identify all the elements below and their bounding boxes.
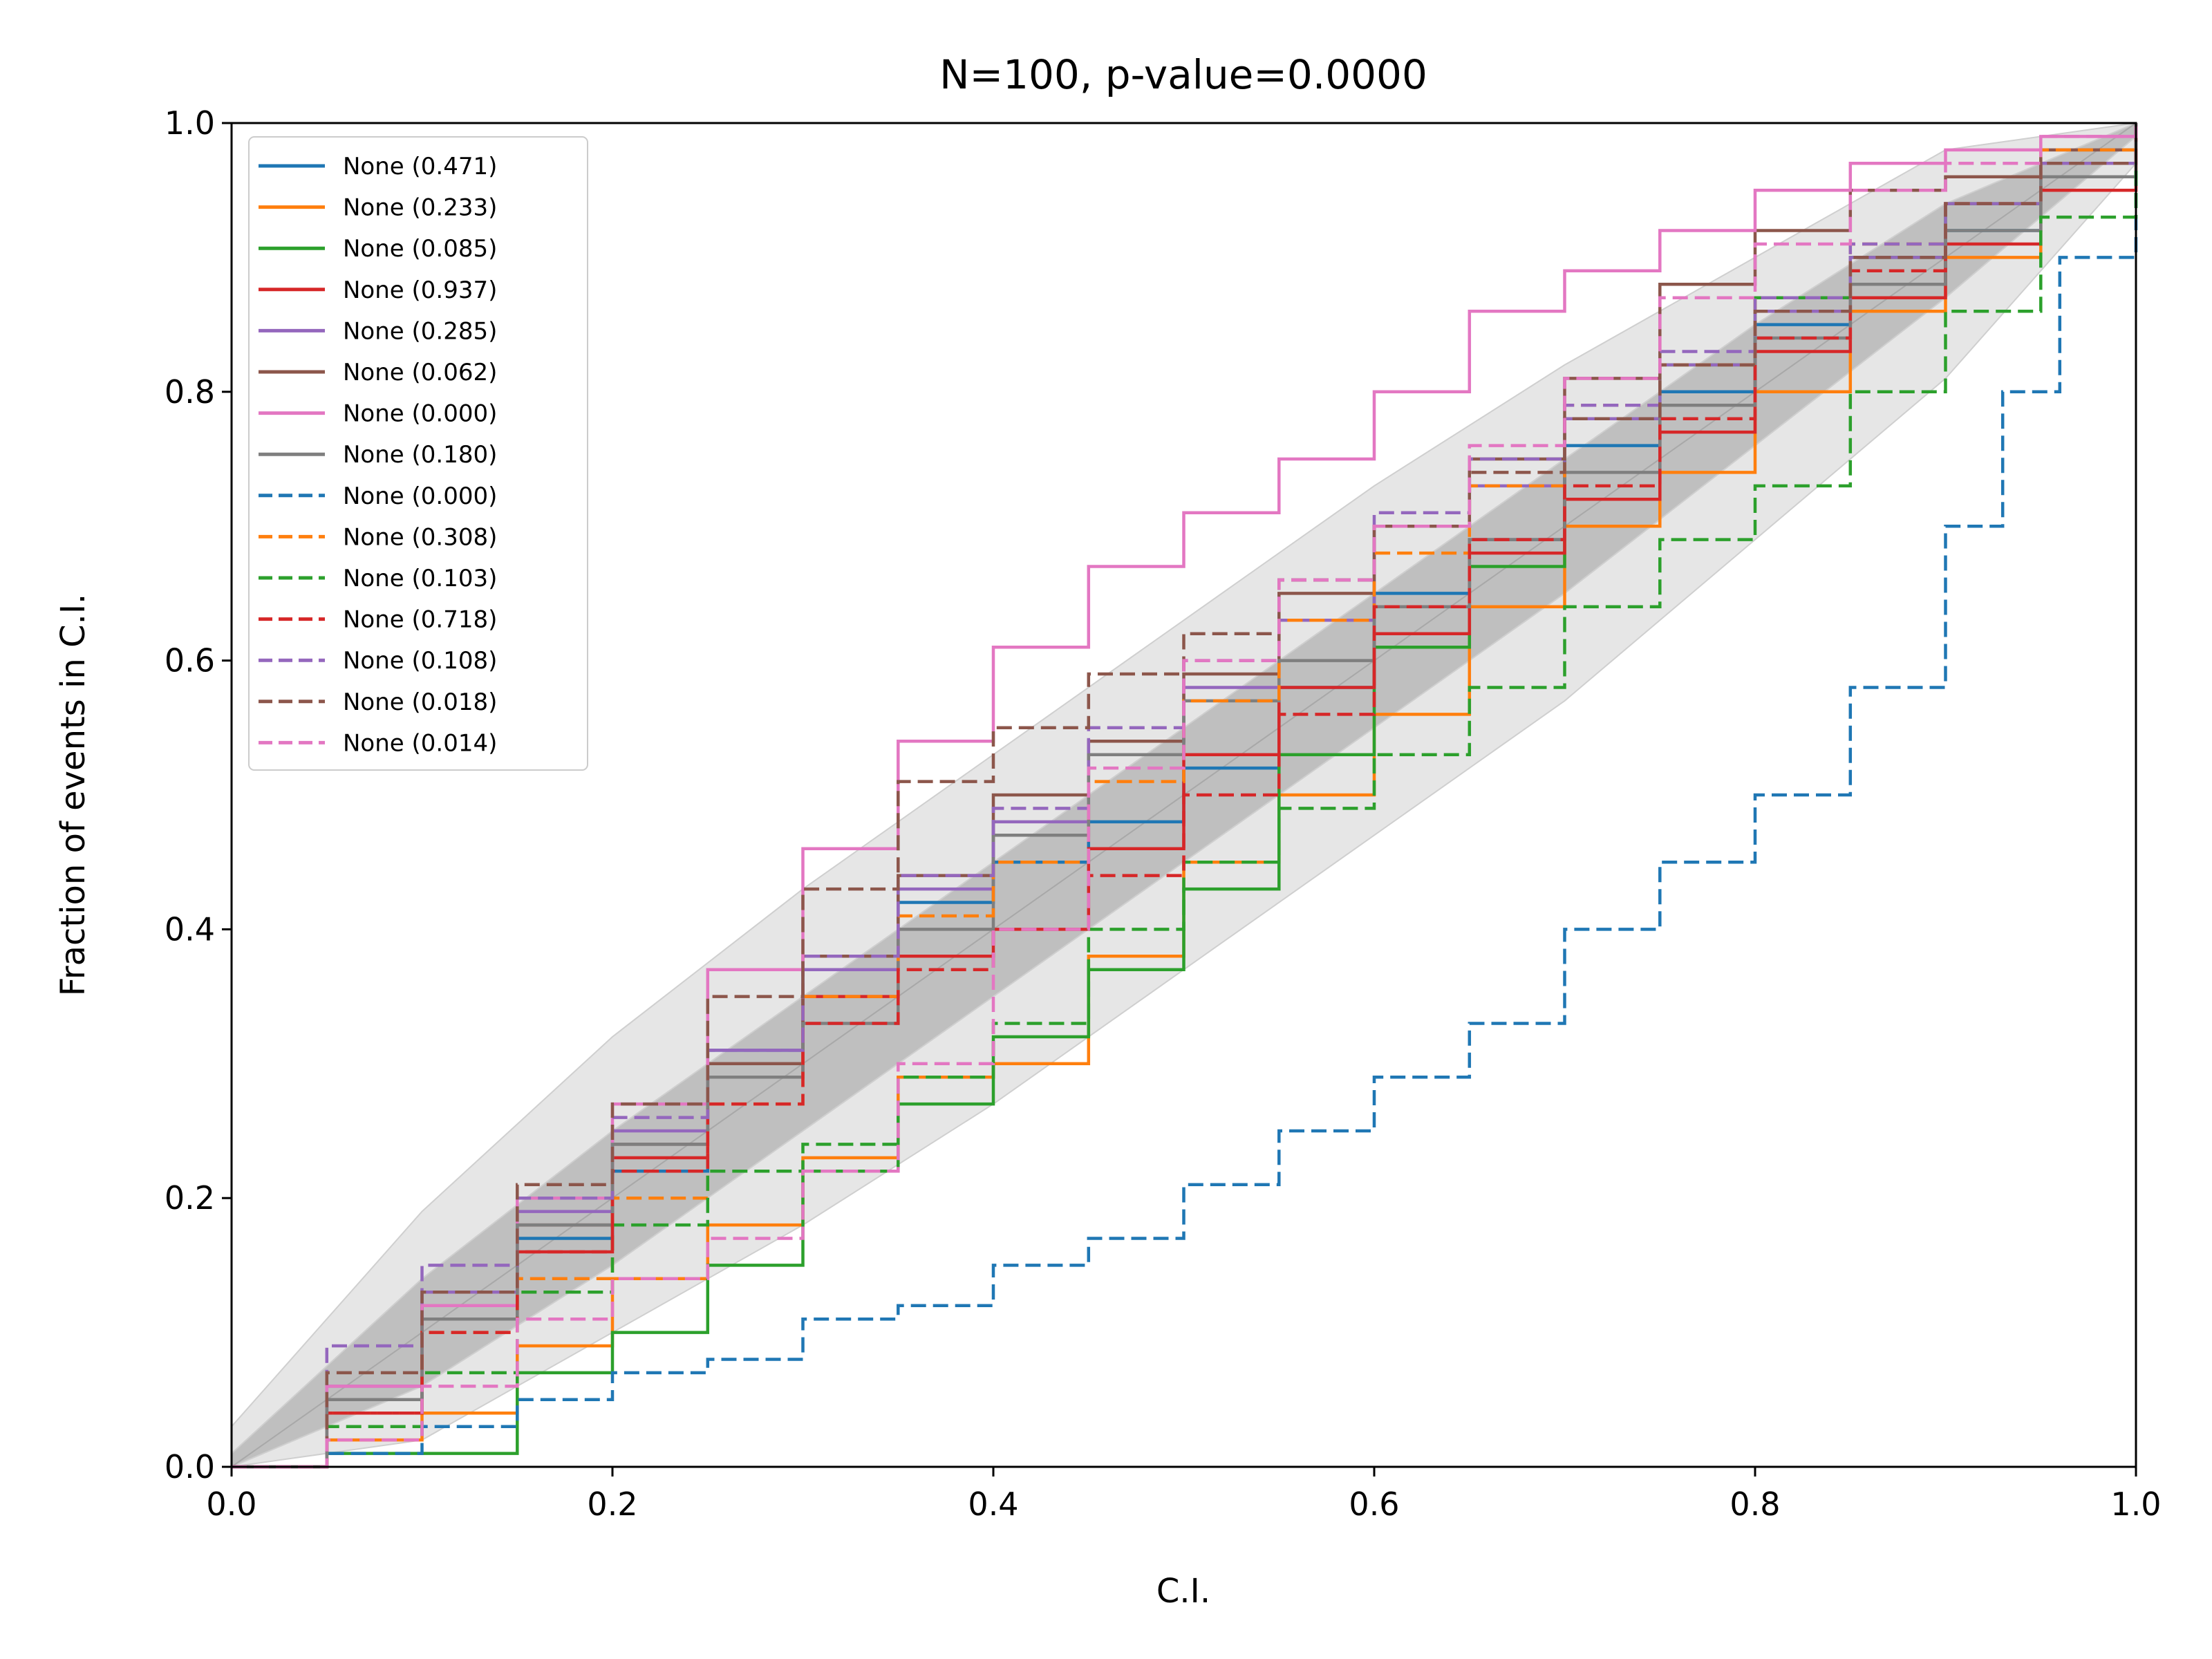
legend-label: None (0.233) bbox=[343, 194, 497, 222]
series-line-12 bbox=[232, 123, 2138, 1469]
y-axis-ticks: 0.0 0.2 0.4 0.6 0.8 1.0 bbox=[165, 104, 232, 1485]
legend-label: None (0.103) bbox=[343, 565, 497, 592]
series-lines bbox=[232, 123, 2138, 1469]
x-tick-label: 0.6 bbox=[1349, 1485, 1399, 1523]
x-tick-label: 0.2 bbox=[587, 1485, 637, 1523]
plot-frame bbox=[230, 122, 2137, 1468]
legend-label: None (0.014) bbox=[343, 729, 497, 757]
legend-label: None (0.937) bbox=[343, 276, 497, 304]
y-axis-label: Fraction of events in C.I. bbox=[54, 594, 93, 997]
x-tick-label: 1.0 bbox=[2110, 1485, 2161, 1523]
series-line-9 bbox=[232, 123, 2138, 1469]
series-line-15 bbox=[232, 123, 2138, 1469]
y-tick-label: 1.0 bbox=[165, 104, 215, 142]
legend-label: None (0.471) bbox=[343, 153, 497, 180]
x-tick-label: 0.0 bbox=[206, 1485, 256, 1523]
y-tick-label: 0.0 bbox=[165, 1448, 215, 1485]
y-tick-label: 0.6 bbox=[165, 642, 215, 679]
legend-label: None (0.062) bbox=[343, 359, 497, 386]
legend-label: None (0.108) bbox=[343, 647, 497, 675]
series-line-7 bbox=[232, 123, 2138, 1469]
legend-label: None (0.308) bbox=[343, 523, 497, 551]
legend-label: None (0.285) bbox=[343, 317, 497, 345]
legend-label: None (0.180) bbox=[343, 441, 497, 469]
legend-label: None (0.000) bbox=[343, 482, 497, 510]
legend: None (0.471) None (0.233) None (0.085) None… bbox=[248, 136, 588, 771]
y-tick-label: 0.4 bbox=[165, 910, 215, 948]
x-tick-label: 0.4 bbox=[968, 1485, 1018, 1523]
y-tick-label: 0.8 bbox=[165, 373, 215, 411]
legend-label: None (0.018) bbox=[343, 688, 497, 716]
x-axis-ticks: 0.0 0.2 0.4 0.6 0.8 1.0 bbox=[206, 1467, 2162, 1523]
y-tick-label: 0.2 bbox=[165, 1179, 215, 1217]
legend-label: None (0.085) bbox=[343, 235, 497, 263]
x-axis-label: C.I. bbox=[1156, 1572, 1210, 1611]
x-tick-label: 0.8 bbox=[1730, 1485, 1780, 1523]
legend-box bbox=[248, 136, 588, 771]
legend-label: None (0.718) bbox=[343, 606, 497, 634]
chart-title: N=100, p-value=0.0000 bbox=[939, 51, 1427, 98]
legend-label: None (0.000) bbox=[343, 400, 497, 428]
series-line-14 bbox=[232, 123, 2138, 1469]
